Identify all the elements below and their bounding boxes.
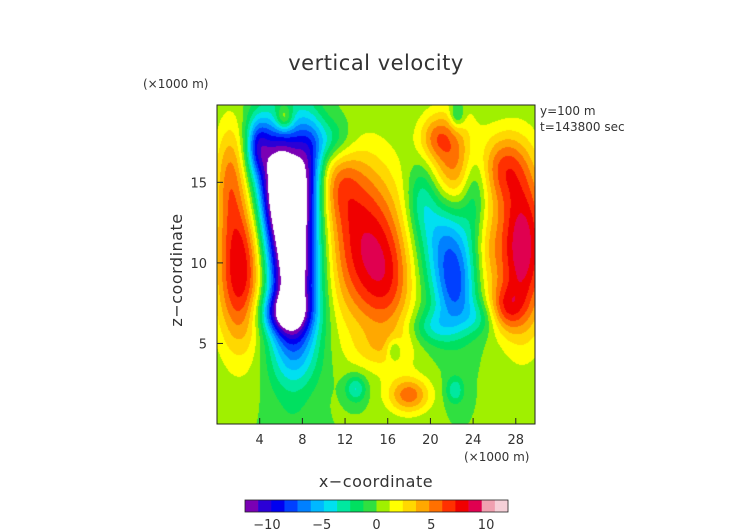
colorbar-swatch (376, 500, 390, 512)
x-unit-label: (×1000 m) (464, 450, 529, 464)
x-tick-label: 16 (379, 433, 396, 448)
colorbar-swatch (494, 500, 509, 512)
colorbar-tick-label: 5 (427, 518, 435, 532)
annotation-y: y=100 m (540, 104, 596, 118)
plot-frame (216, 104, 536, 425)
y-tick-label: 5 (199, 337, 207, 352)
heatmap-raster (217, 105, 535, 424)
colorbar-tick-label: 10 (478, 518, 495, 532)
x-tick-label: 12 (337, 433, 354, 448)
colorbar-tick-label: −5 (312, 518, 331, 532)
colorbar-swatch (350, 500, 364, 512)
colorbar-swatch (363, 500, 377, 512)
y-axis: 5 10 15 (190, 176, 223, 352)
colorbar-swatch (310, 500, 325, 512)
heatmap-field (217, 105, 535, 424)
annotation-time: t=143800 sec (540, 120, 625, 134)
colorbar-swatch (245, 500, 259, 512)
y-tick-label: 10 (190, 257, 207, 272)
colorbar-swatch (258, 500, 272, 512)
colorbar-tick-label: −10 (253, 518, 280, 532)
y-tick-label: 15 (190, 176, 207, 191)
z-unit-label: (×1000 m) (143, 77, 208, 91)
colorbar-swatch (297, 500, 312, 512)
colorbar-swatch (323, 500, 338, 512)
x-tick-label: 4 (256, 433, 264, 448)
colorbar-swatch (402, 500, 417, 512)
colorbar (244, 499, 509, 513)
colorbar-ticks: −10 −5 0 5 10 (253, 518, 494, 532)
colorbar-swatch (468, 500, 482, 512)
x-tick-label: 20 (422, 433, 439, 448)
y-axis-label: z−coordinate (167, 213, 186, 326)
x-tick-label: 24 (465, 433, 482, 448)
x-tick-label: 28 (508, 433, 525, 448)
colorbar-swatch (271, 500, 285, 512)
colorbar-swatch (442, 500, 456, 512)
colorbar-swatch (284, 500, 298, 512)
x-tick-label: 8 (298, 433, 306, 448)
chart-title: vertical velocity (288, 51, 464, 75)
colorbar-swatch (429, 500, 443, 512)
colorbar-swatch (389, 500, 404, 512)
colorbar-swatch (481, 500, 496, 512)
colorbar-frame (244, 499, 509, 513)
x-axis: 4 8 12 16 20 24 28 (256, 418, 525, 448)
colorbar-tick-label: 0 (372, 518, 380, 532)
colorbar-swatch (337, 500, 351, 512)
x-axis-label: x−coordinate (319, 472, 433, 491)
colorbar-swatch (415, 500, 430, 512)
colorbar-swatch (455, 500, 469, 512)
